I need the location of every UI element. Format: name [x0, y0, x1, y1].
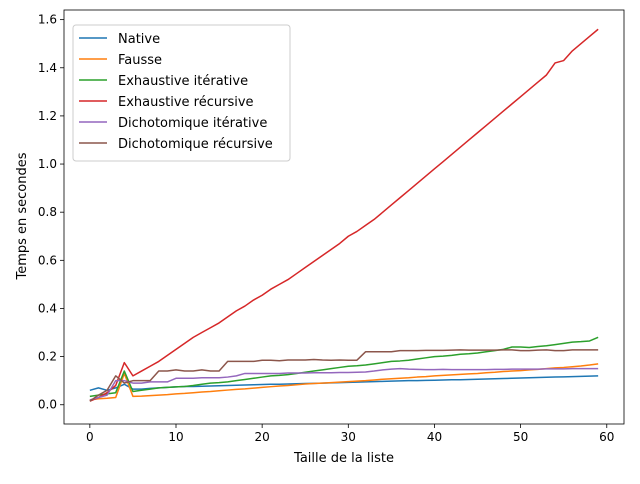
x-tick-label: 10 [168, 430, 183, 444]
series-line-4 [89, 28, 599, 402]
y-axis-label: Temps en secondes [15, 152, 30, 280]
legend-label-2: Fausse [118, 53, 162, 68]
legend-label-3: Exhaustive itérative [118, 74, 248, 89]
series-line-6 [89, 349, 599, 402]
legend-label-1: Native [118, 32, 160, 47]
legend-box [72, 24, 291, 162]
axes-layer: 0 10 20 30 40 50 60 0.0 0.2 0.4 0.6 0.8 1.0 1.2 1.4 1.6 [38, 9, 625, 444]
x-axis-label: Taille de la liste [293, 451, 394, 466]
legend-label-6: Dichotomique récursive [118, 137, 273, 152]
plot-frame [63, 9, 625, 425]
legend-label-5: Dichotomique itérative [118, 116, 267, 131]
y-tick-label: 0.8 [38, 205, 57, 219]
y-tick-label: 1.6 [38, 13, 57, 27]
x-tick-label: 40 [427, 430, 442, 444]
legend-label-4: Exhaustive récursive [118, 95, 254, 110]
series-line-5 [89, 367, 599, 401]
y-tick-label: 0.0 [38, 398, 57, 412]
x-tick-label: 20 [255, 430, 270, 444]
series-line-2 [89, 363, 599, 401]
x-tick-label: 0 [86, 430, 94, 444]
y-tick-label: 1.4 [38, 61, 57, 75]
y-tick-label: 1.2 [38, 109, 57, 123]
legend: Native Fausse Exhaustive itérative Exhausti… [72, 24, 291, 162]
y-tick-label: 1.0 [38, 157, 57, 171]
x-tick-label: 30 [341, 430, 356, 444]
series-layer [89, 28, 599, 402]
y-tick-label: 0.6 [38, 253, 57, 267]
y-tick-label: 0.4 [38, 301, 57, 315]
x-tick-label: 60 [599, 430, 614, 444]
series-line-3 [89, 336, 599, 398]
y-tick-label: 0.2 [38, 350, 57, 364]
x-tick-label: 50 [513, 430, 528, 444]
